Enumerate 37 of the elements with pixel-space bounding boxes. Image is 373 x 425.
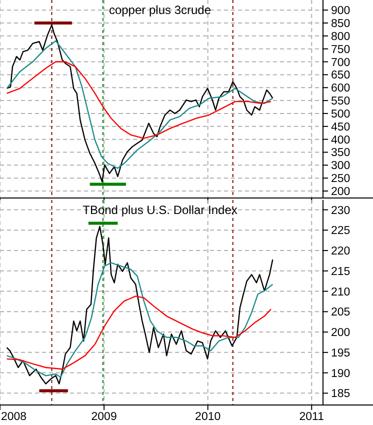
x-tick-label: 2011 [299, 411, 324, 423]
y-tick-label: 230 [331, 204, 350, 217]
line-series [6, 226, 274, 384]
y-tick-label: 700 [331, 56, 350, 69]
y-tick-label: 205 [331, 306, 350, 319]
y-tick-label: 650 [331, 70, 350, 82]
y-tick-label: 450 [331, 121, 350, 134]
line-series [6, 61, 272, 139]
y-tick-label: 800 [331, 30, 350, 43]
y-tick-label: 210 [331, 286, 350, 298]
line-series [6, 40, 274, 169]
y-tick-label: 200 [331, 186, 350, 198]
y-tick-label: 750 [331, 44, 350, 56]
line-series [6, 262, 274, 378]
line-series [6, 24, 274, 182]
y-tick-label: 600 [331, 82, 350, 95]
y-tick-label: 500 [331, 108, 350, 120]
y-tick-label: 190 [331, 368, 350, 380]
y-tick-label: 550 [331, 96, 350, 108]
y-tick-label: 215 [331, 266, 350, 278]
y-tick-label: 225 [331, 225, 350, 238]
y-tick-label: 350 [331, 147, 350, 160]
line-series [6, 296, 272, 370]
y-tick-label: 220 [331, 246, 350, 258]
x-tick-label: 2008 [1, 411, 27, 423]
y-tick-label: 250 [331, 173, 350, 186]
x-tick-label: 2009 [91, 411, 117, 423]
y-tick-label: 185 [331, 388, 350, 400]
y-tick-label: 200 [331, 327, 350, 340]
x-tick-label: 2010 [195, 411, 221, 423]
y-tick-label: 850 [331, 18, 350, 30]
y-tick-label: 900 [331, 5, 350, 18]
y-tick-label: 400 [331, 134, 350, 146]
y-tick-label: 300 [331, 160, 350, 172]
chart-title: copper plus 3crude [108, 3, 212, 17]
chart-title: TBond plus U.S. Dollar Index [82, 203, 238, 217]
y-tick-label: 195 [331, 347, 350, 360]
